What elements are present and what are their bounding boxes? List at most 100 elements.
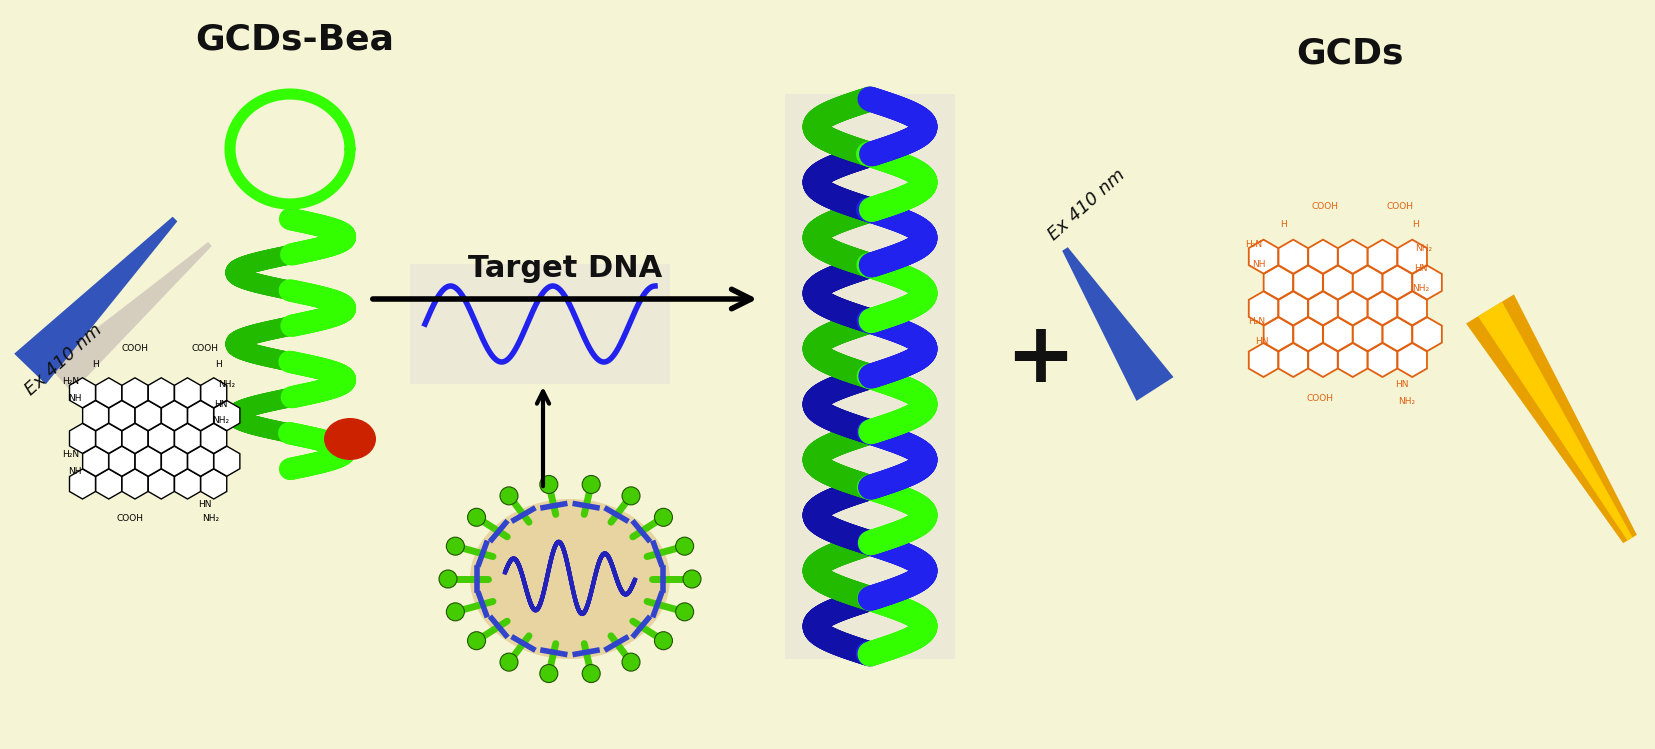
Polygon shape — [149, 377, 174, 407]
FancyBboxPatch shape — [784, 94, 955, 659]
Text: NH₂: NH₂ — [202, 514, 218, 523]
Text: HN: HN — [1254, 337, 1268, 346]
Polygon shape — [1307, 291, 1337, 325]
Polygon shape — [1397, 291, 1427, 325]
Text: HN: HN — [199, 500, 212, 509]
Polygon shape — [213, 446, 240, 476]
Text: H: H — [1412, 220, 1418, 229]
Circle shape — [682, 570, 700, 588]
Polygon shape — [1382, 265, 1412, 300]
Polygon shape — [200, 423, 227, 453]
Polygon shape — [213, 401, 240, 431]
Polygon shape — [1397, 240, 1427, 273]
Text: NH: NH — [1251, 260, 1264, 269]
Text: COOH: COOH — [1306, 394, 1332, 403]
Polygon shape — [1307, 240, 1337, 273]
Text: NH₂: NH₂ — [1397, 397, 1415, 406]
Polygon shape — [1367, 240, 1397, 273]
Polygon shape — [1061, 247, 1173, 401]
Polygon shape — [161, 446, 187, 476]
Text: H: H — [93, 360, 99, 369]
Ellipse shape — [470, 499, 670, 659]
Circle shape — [467, 631, 485, 649]
Polygon shape — [1322, 265, 1352, 300]
Circle shape — [622, 487, 639, 505]
Polygon shape — [174, 423, 200, 453]
Polygon shape — [149, 469, 174, 499]
Polygon shape — [1352, 317, 1382, 351]
Text: Target DNA: Target DNA — [468, 255, 662, 284]
Polygon shape — [1337, 240, 1367, 273]
Polygon shape — [174, 377, 200, 407]
Circle shape — [654, 631, 672, 649]
Polygon shape — [1278, 240, 1307, 273]
Text: NH₂: NH₂ — [1413, 244, 1432, 253]
Text: NH₂: NH₂ — [1412, 284, 1428, 293]
Polygon shape — [1293, 317, 1322, 351]
Circle shape — [500, 487, 518, 505]
FancyBboxPatch shape — [410, 264, 670, 384]
Circle shape — [540, 664, 558, 682]
Text: COOH: COOH — [192, 344, 218, 353]
Text: NH: NH — [68, 467, 81, 476]
Text: COOH: COOH — [116, 514, 144, 523]
Polygon shape — [1367, 343, 1397, 377]
Polygon shape — [122, 469, 147, 499]
Polygon shape — [48, 242, 212, 392]
Text: H₂N: H₂N — [1245, 240, 1261, 249]
Circle shape — [540, 476, 558, 494]
Ellipse shape — [324, 418, 376, 460]
Text: GCDs: GCDs — [1296, 37, 1403, 71]
Text: COOH: COOH — [1311, 202, 1337, 211]
Polygon shape — [1382, 317, 1412, 351]
Text: GCDs-Bea: GCDs-Bea — [195, 22, 394, 56]
Text: +: + — [1005, 318, 1074, 399]
Polygon shape — [1397, 343, 1427, 377]
Text: NH: NH — [68, 394, 81, 403]
Circle shape — [675, 537, 693, 555]
Polygon shape — [15, 216, 177, 384]
Circle shape — [654, 509, 672, 527]
Text: Ex 410 nm: Ex 410 nm — [1044, 166, 1129, 244]
Polygon shape — [83, 401, 109, 431]
Text: HN: HN — [1413, 264, 1427, 273]
Polygon shape — [1352, 265, 1382, 300]
Circle shape — [500, 653, 518, 671]
Polygon shape — [109, 446, 134, 476]
Polygon shape — [1412, 265, 1442, 300]
Text: H₂N: H₂N — [61, 377, 79, 386]
Polygon shape — [187, 446, 213, 476]
Polygon shape — [70, 377, 96, 407]
Text: HN: HN — [213, 400, 227, 409]
Circle shape — [447, 537, 463, 555]
Polygon shape — [1478, 302, 1632, 541]
Polygon shape — [174, 469, 200, 499]
Polygon shape — [161, 401, 187, 431]
Circle shape — [675, 603, 693, 621]
Text: H: H — [1279, 220, 1286, 229]
Text: Ex 410 nm: Ex 410 nm — [22, 321, 106, 399]
Text: NH₂: NH₂ — [218, 380, 235, 389]
Text: HN: HN — [1394, 380, 1408, 389]
Text: H₂N: H₂N — [1248, 317, 1264, 326]
Polygon shape — [70, 469, 96, 499]
Text: COOH: COOH — [121, 344, 149, 353]
Text: H₂N: H₂N — [61, 450, 79, 459]
Polygon shape — [1263, 317, 1293, 351]
Polygon shape — [96, 423, 122, 453]
Circle shape — [583, 476, 599, 494]
Text: H: H — [215, 360, 222, 369]
Polygon shape — [1263, 265, 1293, 300]
Polygon shape — [1412, 317, 1442, 351]
Polygon shape — [1337, 291, 1367, 325]
Text: COOH: COOH — [1385, 202, 1413, 211]
Polygon shape — [70, 423, 96, 453]
Circle shape — [467, 509, 485, 527]
Circle shape — [622, 653, 639, 671]
Polygon shape — [200, 469, 227, 499]
Text: NH₂: NH₂ — [212, 416, 228, 425]
Polygon shape — [200, 377, 227, 407]
Polygon shape — [1248, 240, 1278, 273]
Polygon shape — [1278, 343, 1307, 377]
Circle shape — [447, 603, 463, 621]
